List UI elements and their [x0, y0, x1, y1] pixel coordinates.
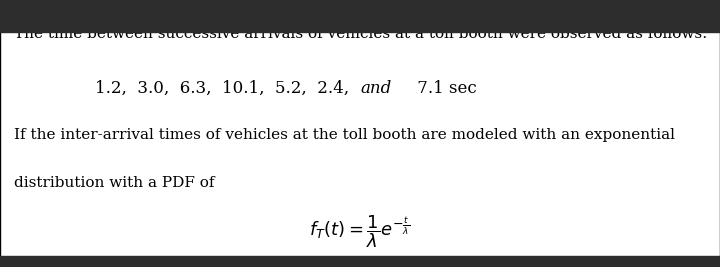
Text: $f_T(t) = \dfrac{1}{\lambda}e^{-\frac{t}{\lambda}}$: $f_T(t) = \dfrac{1}{\lambda}e^{-\frac{t}…: [310, 214, 410, 250]
Bar: [0, 256, 720, 267]
Text: in which λ is the parameter of the distribution and is also the mean inter-arriv: in which λ is the parameter of the distr…: [14, 256, 679, 267]
Bar: [0, 0, 720, 32]
Text: The time between successive arrivals of vehicles at a toll booth were observed a: The time between successive arrivals of …: [14, 27, 708, 41]
Text: 1.2,  3.0,  6.3,  10.1,  5.2,  2.4,: 1.2, 3.0, 6.3, 10.1, 5.2, 2.4,: [95, 80, 360, 97]
Text: and: and: [360, 80, 391, 97]
Text: 7.1 sec: 7.1 sec: [412, 80, 477, 97]
Text: If the inter-arrival times of vehicles at the toll booth are modeled with an exp: If the inter-arrival times of vehicles a…: [14, 128, 675, 142]
Text: distribution with a PDF of: distribution with a PDF of: [14, 176, 215, 190]
